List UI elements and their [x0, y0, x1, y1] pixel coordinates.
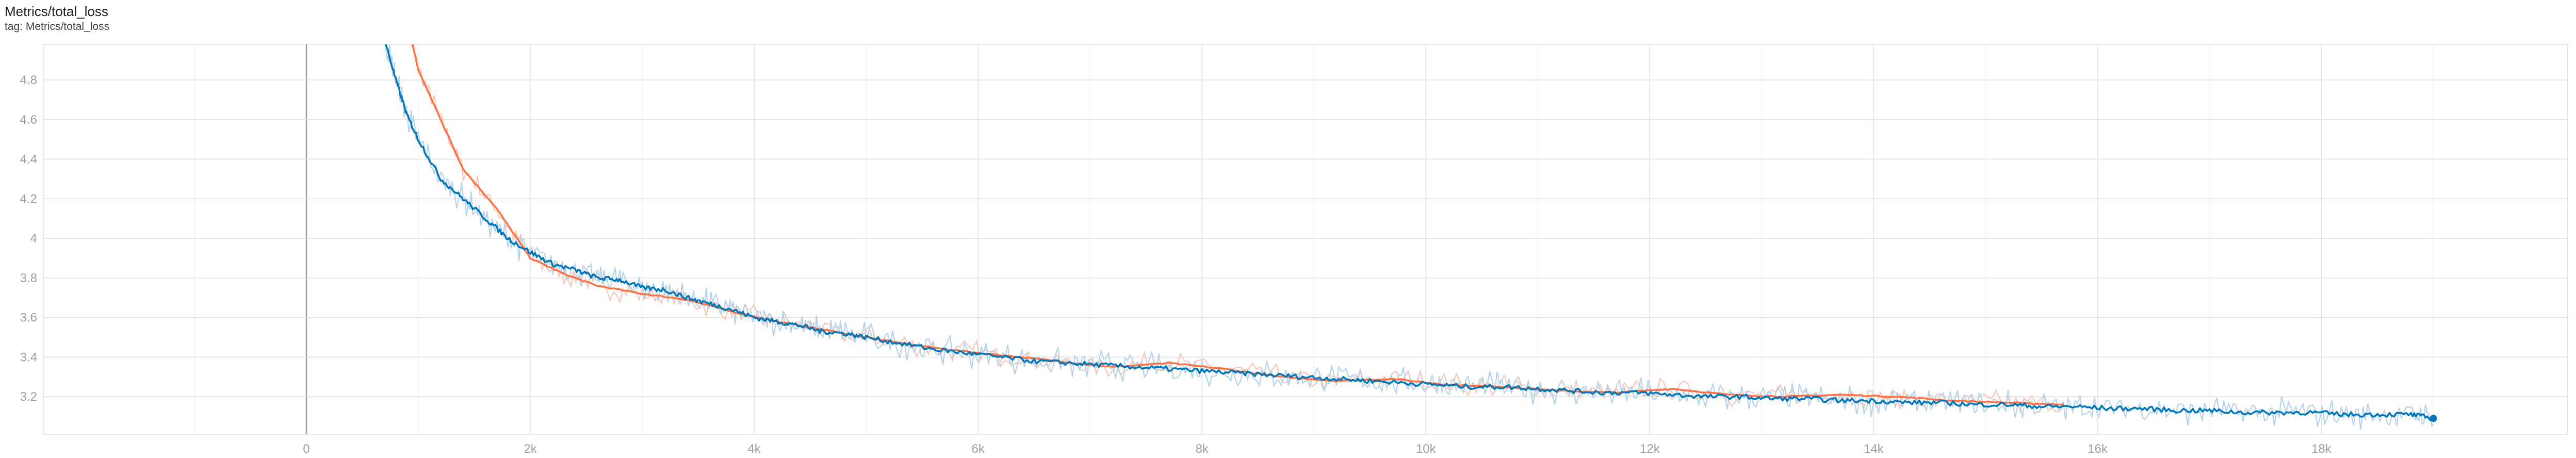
- x-tick-label: 4k: [747, 442, 761, 456]
- card-subtitle: tag: Metrics/total_loss: [5, 21, 110, 32]
- grid: [43, 44, 2568, 435]
- plot-frame: [43, 44, 2568, 435]
- y-tick-label: 3.6: [20, 311, 37, 325]
- x-tick-label: 2k: [524, 442, 537, 456]
- x-tick-label: 16k: [2088, 442, 2108, 456]
- raw-line: [411, 44, 2065, 414]
- series-line: [411, 44, 2064, 406]
- y-tick-label: 4.6: [20, 113, 37, 127]
- raw-line: [385, 44, 2434, 430]
- y-tick-label: 4.4: [20, 153, 37, 167]
- y-tick-label: 4: [30, 232, 37, 246]
- y-tick-label: 3.8: [20, 271, 37, 285]
- card-title: Metrics/total_loss: [5, 4, 108, 19]
- x-tick-label: 8k: [1196, 442, 1209, 456]
- y-tick-label: 3.4: [20, 350, 37, 364]
- x-tick-label: 14k: [1864, 442, 1884, 456]
- series-line: [384, 44, 2435, 421]
- y-tick-label: 3.2: [20, 390, 37, 404]
- x-tick-label: 6k: [972, 442, 985, 456]
- y-tick-label: 4.8: [20, 73, 37, 87]
- card-header: Metrics/total_loss tag: Metrics/total_lo…: [5, 3, 109, 34]
- x-tick-label: 10k: [1416, 442, 1437, 456]
- smoothed-series: [384, 44, 2437, 422]
- series-end-marker: [2430, 415, 2437, 422]
- x-tick-label: 12k: [1640, 442, 1660, 456]
- axes: 0 2k 4k 6k 8k 10k 12k 14k 16k 18k 3.2 3.4 3.6 3.8 4 4.2…: [20, 73, 2332, 456]
- x-tick-label: 18k: [2311, 442, 2332, 456]
- x-tick-label: 0: [303, 442, 309, 456]
- y-tick-label: 4.2: [20, 192, 37, 206]
